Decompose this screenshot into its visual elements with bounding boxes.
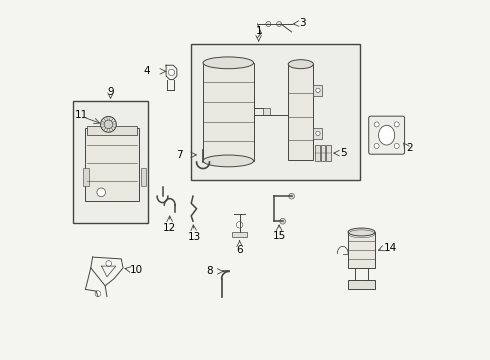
- Circle shape: [97, 188, 105, 197]
- Circle shape: [289, 193, 294, 199]
- Text: 15: 15: [272, 231, 286, 241]
- Bar: [315, 145, 319, 161]
- Bar: [87, 126, 137, 135]
- Text: 10: 10: [130, 265, 144, 275]
- Circle shape: [266, 22, 271, 27]
- Circle shape: [280, 219, 286, 224]
- Bar: [203, 63, 253, 161]
- Ellipse shape: [348, 228, 375, 236]
- Circle shape: [394, 122, 399, 127]
- Circle shape: [104, 120, 113, 129]
- Text: 12: 12: [163, 223, 176, 233]
- Circle shape: [316, 88, 320, 93]
- Bar: [83, 168, 89, 186]
- Text: 14: 14: [384, 243, 397, 253]
- Bar: [348, 232, 375, 268]
- Bar: [73, 101, 148, 223]
- Bar: [288, 64, 313, 159]
- Text: 9: 9: [107, 87, 114, 97]
- Circle shape: [106, 261, 112, 266]
- Ellipse shape: [203, 155, 253, 167]
- Circle shape: [276, 22, 282, 27]
- Text: 2: 2: [406, 143, 413, 153]
- Circle shape: [316, 131, 320, 135]
- Text: 13: 13: [188, 232, 201, 242]
- Text: 1: 1: [255, 26, 262, 36]
- Bar: [326, 145, 331, 161]
- Bar: [85, 128, 139, 201]
- Bar: [141, 168, 147, 186]
- Circle shape: [95, 291, 101, 297]
- Bar: [313, 85, 322, 96]
- Circle shape: [394, 143, 399, 148]
- Text: 5: 5: [340, 148, 346, 158]
- Bar: [191, 44, 360, 180]
- Text: 6: 6: [236, 244, 243, 255]
- Text: 7: 7: [175, 150, 182, 160]
- Bar: [320, 145, 325, 161]
- Text: 4: 4: [144, 66, 150, 76]
- Circle shape: [374, 143, 379, 148]
- Ellipse shape: [203, 57, 253, 69]
- Circle shape: [236, 222, 243, 228]
- Bar: [232, 232, 247, 237]
- Circle shape: [100, 116, 116, 132]
- Text: 8: 8: [206, 266, 213, 276]
- Bar: [348, 280, 375, 289]
- Ellipse shape: [288, 60, 313, 69]
- Text: 3: 3: [299, 18, 305, 28]
- Bar: [263, 108, 270, 116]
- FancyBboxPatch shape: [368, 116, 405, 154]
- Circle shape: [374, 122, 379, 127]
- Bar: [313, 128, 322, 139]
- Circle shape: [168, 69, 175, 76]
- Ellipse shape: [379, 125, 395, 145]
- Text: 11: 11: [74, 111, 88, 120]
